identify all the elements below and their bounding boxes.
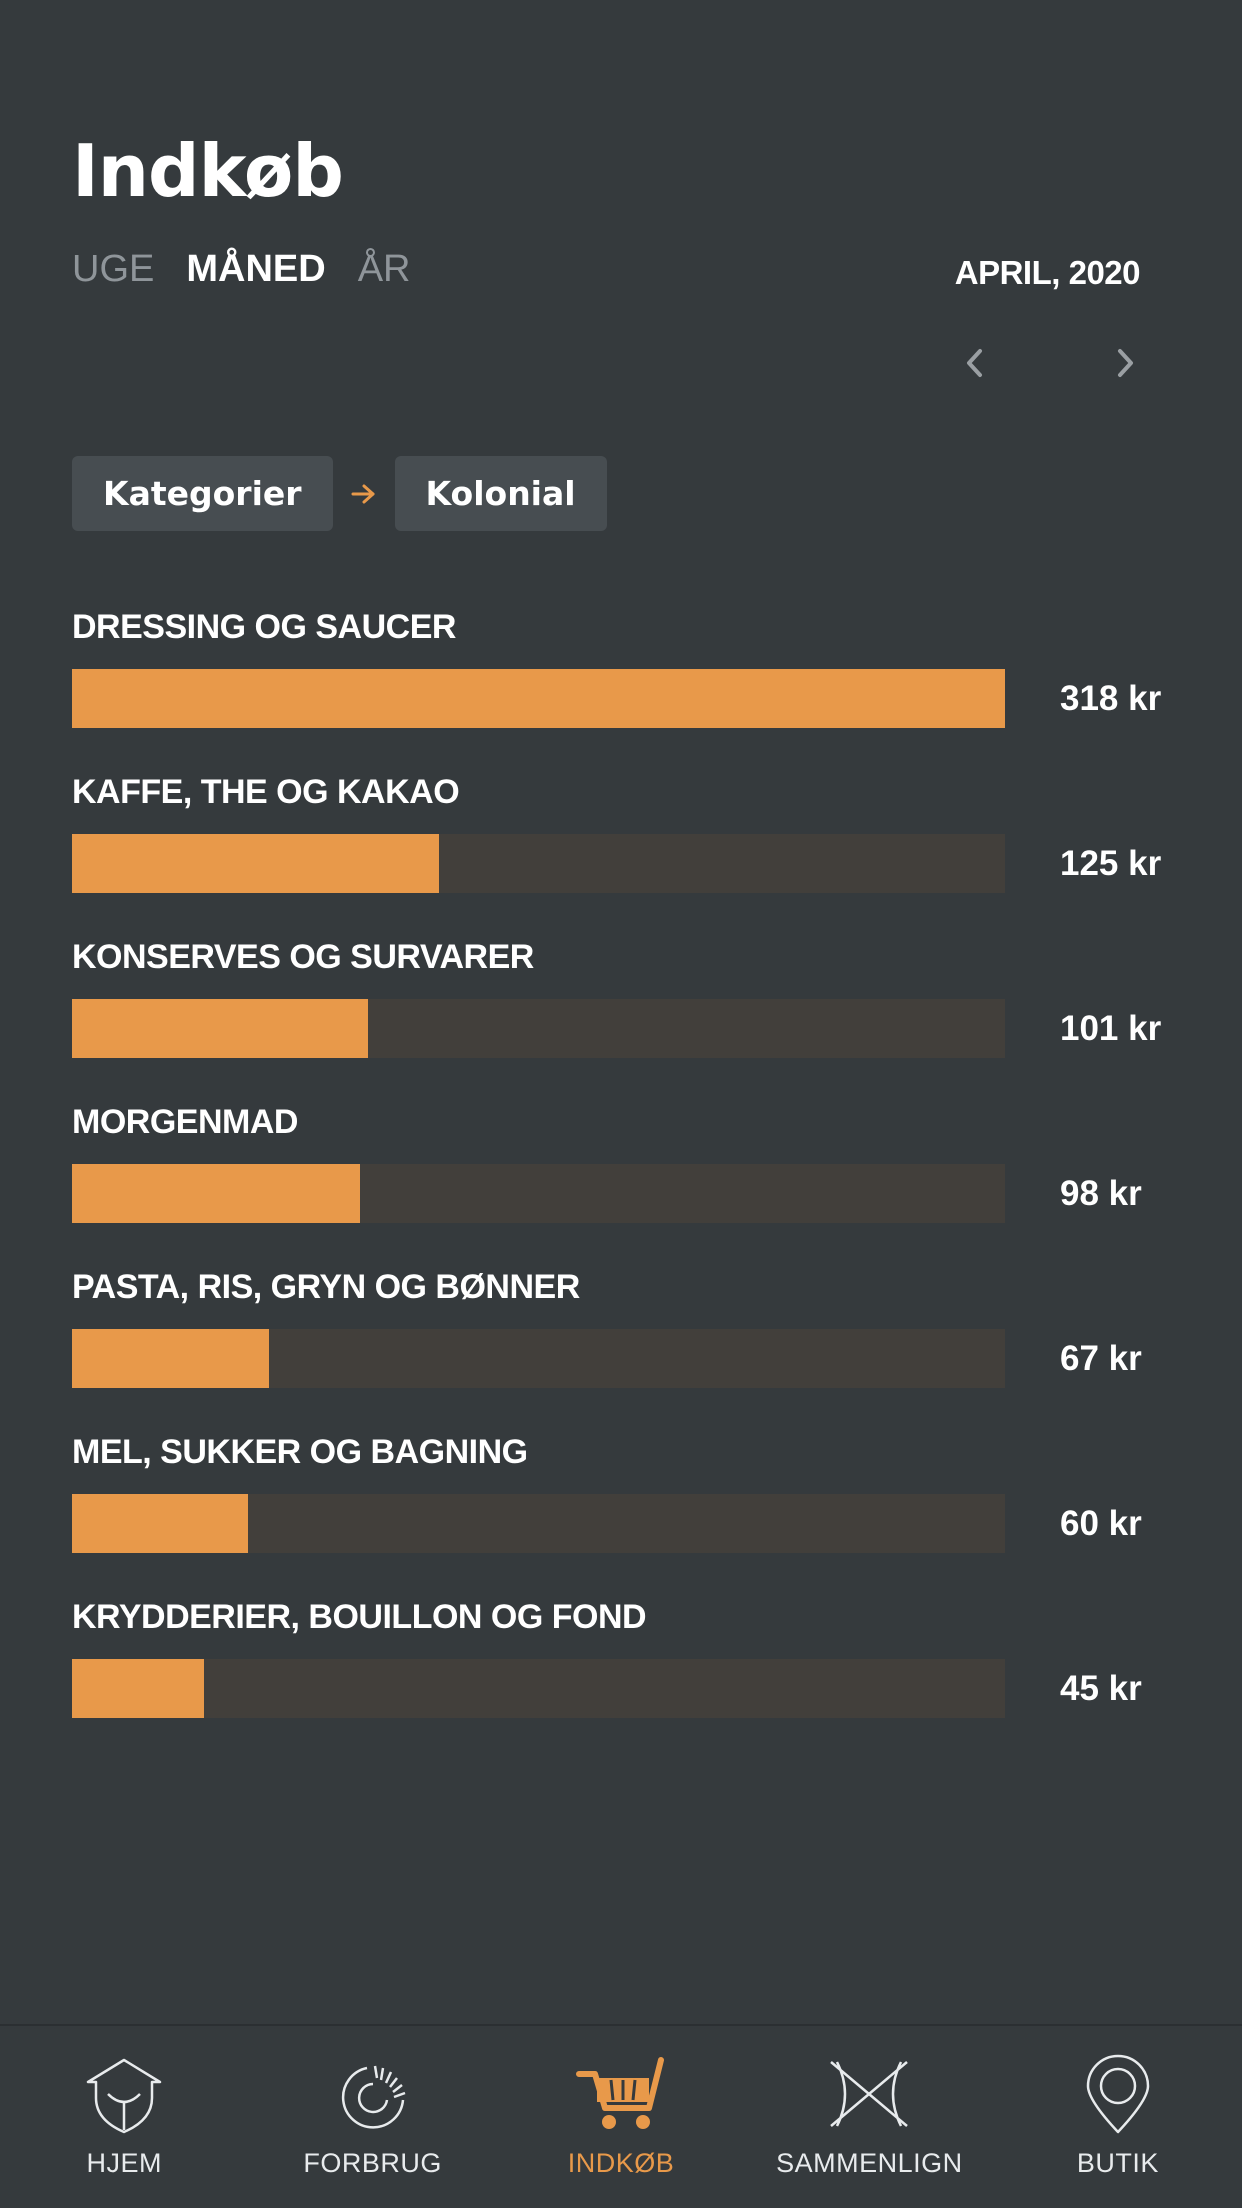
category-bar-fill	[72, 1329, 269, 1388]
tab-label: FORBRUG	[303, 2148, 442, 2178]
location-pin-icon	[1072, 2054, 1164, 2134]
category-name: KRYDDERIER, BOUILLON OG FOND	[72, 1598, 647, 1636]
category-bar-fill	[72, 1659, 205, 1718]
tab-sammenlign[interactable]: SAMMENLIGN	[745, 2026, 993, 2208]
category-bar-track	[72, 1659, 1005, 1718]
category-name: KAFFE, THE OG KAKAO	[72, 773, 460, 811]
period-tabs: UGE MÅNED ÅR	[72, 250, 410, 288]
category-amount: 125 kr	[1060, 844, 1162, 883]
category-row[interactable]: MORGENMAD 98 kr	[72, 1102, 1192, 1267]
category-bar-track	[72, 669, 1005, 728]
category-bar-track	[72, 1329, 1005, 1388]
category-row[interactable]: MEL, SUKKER OG BAGNING 60 kr	[72, 1432, 1192, 1597]
compare-icon	[823, 2054, 915, 2134]
category-bar-track	[72, 999, 1005, 1058]
category-row[interactable]: KRYDDERIER, BOUILLON OG FOND 45 kr	[72, 1597, 1192, 1762]
tab-year[interactable]: ÅR	[357, 248, 411, 290]
previous-period-button[interactable]	[955, 343, 995, 383]
breadcrumb-kolonial[interactable]: Kolonial	[394, 456, 607, 531]
date-label: APRIL, 2020	[954, 254, 1141, 291]
tab-week[interactable]: UGE	[72, 248, 155, 290]
category-row[interactable]: KAFFE, THE OG KAKAO 125 kr	[72, 772, 1192, 937]
category-amount: 67 kr	[1060, 1339, 1142, 1378]
chevron-left-icon	[967, 349, 982, 377]
category-bar-track	[72, 1494, 1005, 1553]
category-bar-fill	[72, 999, 369, 1058]
category-bar-fill	[72, 834, 439, 893]
home-icon	[78, 2054, 170, 2134]
category-bar-track	[72, 834, 1005, 893]
tab-label: INDKØB	[567, 2148, 675, 2178]
category-name: PASTA, RIS, GRYN OG BØNNER	[72, 1268, 580, 1306]
category-row[interactable]: PASTA, RIS, GRYN OG BØNNER 67 kr	[72, 1267, 1192, 1432]
category-bar-fill	[72, 669, 1005, 728]
breadcrumb-separator	[333, 456, 395, 531]
category-name: MORGENMAD	[72, 1103, 298, 1141]
category-name: DRESSING OG SAUCER	[72, 608, 456, 646]
category-amount: 101 kr	[1060, 1009, 1162, 1048]
category-amount: 60 kr	[1060, 1504, 1142, 1543]
next-period-button[interactable]	[1105, 343, 1145, 383]
category-bar-fill	[72, 1164, 360, 1223]
tab-hjem[interactable]: HJEM	[0, 2026, 248, 2208]
category-amount: 318 kr	[1060, 679, 1162, 718]
page-title: Indkøb	[72, 129, 344, 213]
tab-label: BUTIK	[1076, 2148, 1159, 2178]
chevron-right-icon	[1118, 349, 1133, 377]
breadcrumb-categories[interactable]: Kategorier	[72, 456, 333, 531]
bottom-tab-bar: HJEM FORBRUG	[0, 2024, 1242, 2208]
category-row[interactable]: DRESSING OG SAUCER 318 kr	[72, 607, 1192, 772]
cart-icon	[575, 2054, 667, 2134]
gauge-icon	[327, 2054, 419, 2134]
tab-indkob[interactable]: INDKØB	[497, 2026, 745, 2208]
tab-label: HJEM	[86, 2148, 162, 2178]
category-amount: 45 kr	[1060, 1669, 1142, 1708]
arrow-right-icon	[351, 484, 375, 503]
tab-label: SAMMENLIGN	[776, 2148, 963, 2178]
category-list: DRESSING OG SAUCER 318 kr KAFFE, THE OG …	[72, 607, 1192, 1762]
category-bar-fill	[72, 1494, 249, 1553]
category-name: MEL, SUKKER OG BAGNING	[72, 1433, 528, 1471]
breadcrumb: Kategorier Kolonial	[72, 456, 607, 531]
category-bar-track	[72, 1164, 1005, 1223]
tab-month[interactable]: MÅNED	[186, 248, 326, 290]
category-amount: 98 kr	[1060, 1174, 1142, 1213]
tab-butik[interactable]: BUTIK	[994, 2026, 1242, 2208]
category-name: KONSERVES OG SURVARER	[72, 938, 534, 976]
tab-forbrug[interactable]: FORBRUG	[248, 2026, 496, 2208]
category-row[interactable]: KONSERVES OG SURVARER 101 kr	[72, 937, 1192, 1102]
